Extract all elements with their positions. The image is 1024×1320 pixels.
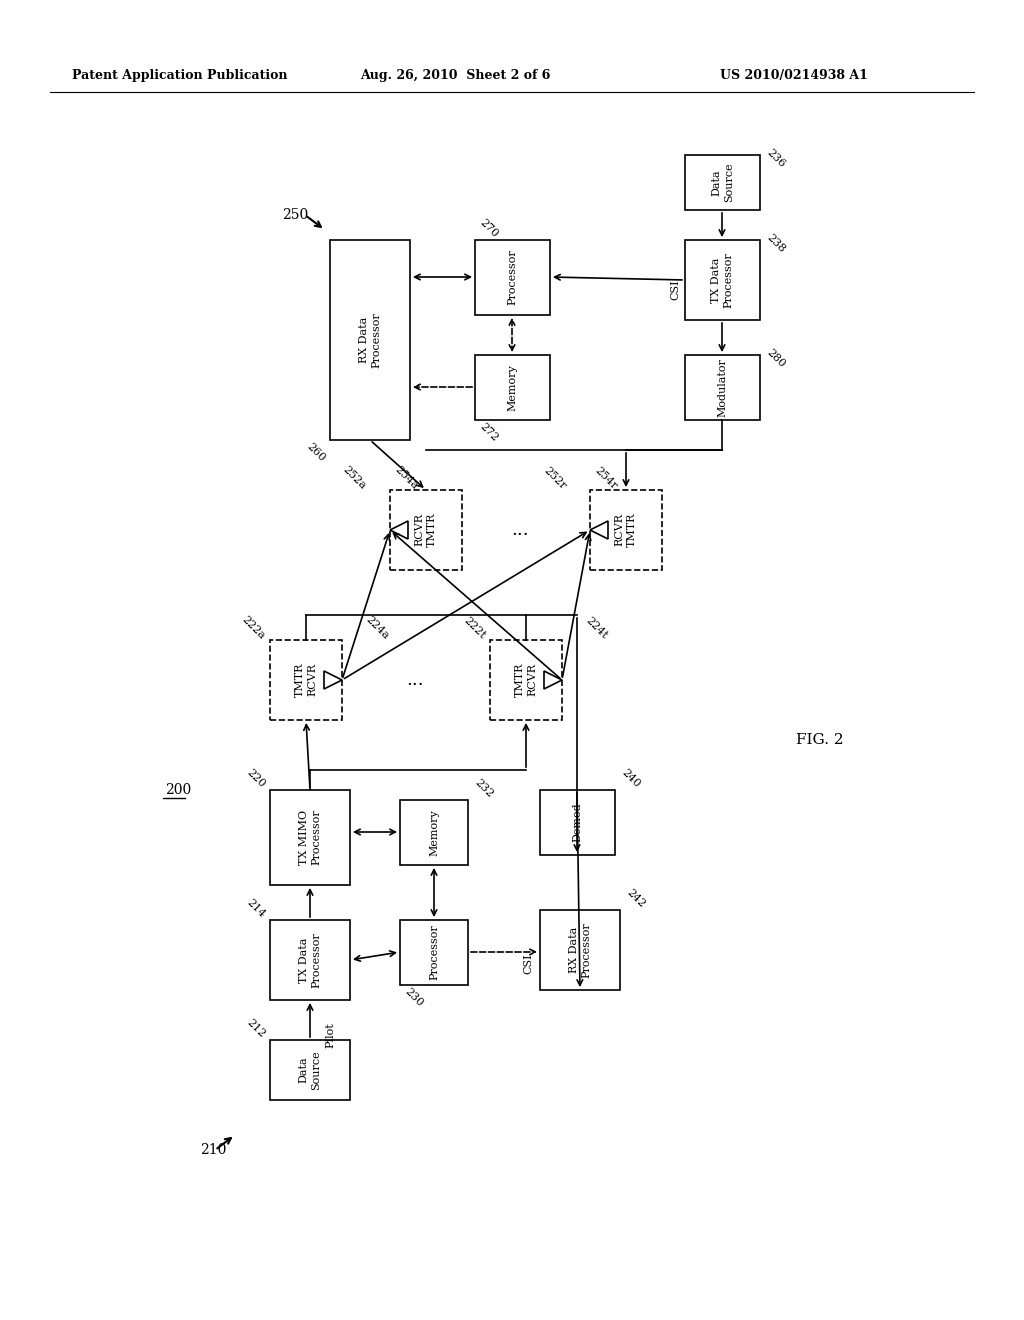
Text: 272: 272 [478, 421, 500, 444]
Text: TX MIMO
Processor: TX MIMO Processor [299, 809, 322, 866]
FancyBboxPatch shape [685, 355, 760, 420]
FancyBboxPatch shape [400, 800, 468, 865]
Text: 252r: 252r [542, 465, 568, 491]
Text: 214: 214 [245, 896, 267, 919]
Polygon shape [390, 521, 408, 539]
Text: Patent Application Publication: Patent Application Publication [72, 69, 288, 82]
FancyBboxPatch shape [685, 154, 760, 210]
Text: 222t: 222t [462, 615, 487, 640]
Text: TMTR
RCVR: TMTR RCVR [515, 663, 538, 697]
Text: 254r: 254r [593, 465, 618, 491]
Text: TMTR
RCVR: TMTR RCVR [295, 663, 317, 697]
Text: 280: 280 [765, 347, 787, 370]
Text: 240: 240 [620, 767, 642, 789]
Text: 236: 236 [765, 147, 787, 169]
Text: 238: 238 [765, 232, 787, 253]
Text: 270: 270 [478, 216, 500, 239]
Text: Processor: Processor [429, 924, 439, 981]
Text: ...: ... [511, 521, 528, 539]
Text: 242: 242 [625, 887, 647, 909]
Text: 232: 232 [473, 777, 496, 799]
Text: 254a: 254a [393, 465, 420, 491]
Text: Memory: Memory [508, 364, 517, 411]
Text: RX Data
Processor: RX Data Processor [568, 923, 591, 978]
Text: TX Data
Processor: TX Data Processor [712, 252, 734, 308]
Polygon shape [590, 521, 608, 539]
Text: RX Data
Processor: RX Data Processor [358, 312, 381, 368]
Text: 200: 200 [165, 783, 191, 797]
FancyBboxPatch shape [590, 490, 662, 570]
Text: TX Data
Processor: TX Data Processor [299, 932, 322, 987]
Text: CSI: CSI [523, 953, 534, 974]
FancyBboxPatch shape [490, 640, 562, 719]
Text: Data
Source: Data Source [712, 162, 734, 202]
FancyBboxPatch shape [475, 240, 550, 315]
FancyBboxPatch shape [270, 640, 342, 719]
FancyBboxPatch shape [475, 355, 550, 420]
Text: 230: 230 [403, 986, 425, 1008]
FancyBboxPatch shape [540, 789, 615, 855]
Text: US 2010/0214938 A1: US 2010/0214938 A1 [720, 69, 868, 82]
FancyBboxPatch shape [390, 490, 462, 570]
Text: 260: 260 [305, 441, 327, 463]
Text: Pilot: Pilot [325, 1022, 335, 1048]
Text: 224a: 224a [364, 615, 391, 642]
Text: 220: 220 [245, 767, 267, 789]
Text: 210: 210 [200, 1143, 226, 1158]
Text: 250: 250 [282, 209, 308, 222]
Text: FIG. 2: FIG. 2 [797, 733, 844, 747]
FancyBboxPatch shape [330, 240, 410, 440]
Text: CSI: CSI [670, 280, 680, 301]
Text: Processor: Processor [508, 249, 517, 305]
Text: Aug. 26, 2010  Sheet 2 of 6: Aug. 26, 2010 Sheet 2 of 6 [360, 69, 550, 82]
Polygon shape [544, 671, 562, 689]
FancyBboxPatch shape [400, 920, 468, 985]
Text: Memory: Memory [429, 809, 439, 855]
FancyBboxPatch shape [270, 789, 350, 884]
FancyBboxPatch shape [270, 920, 350, 1001]
FancyBboxPatch shape [270, 1040, 350, 1100]
Text: RCVR
TMTR: RCVR TMTR [415, 512, 437, 548]
Text: 224t: 224t [584, 615, 609, 640]
FancyBboxPatch shape [540, 909, 620, 990]
Text: 222a: 222a [241, 615, 267, 642]
Text: Data
Source: Data Source [299, 1051, 322, 1090]
Polygon shape [324, 671, 342, 689]
Text: Demod: Demod [572, 803, 583, 842]
Text: ...: ... [407, 671, 424, 689]
Text: 252a: 252a [341, 465, 368, 491]
Text: 212: 212 [245, 1016, 267, 1039]
FancyBboxPatch shape [685, 240, 760, 319]
Text: RCVR
TMTR: RCVR TMTR [614, 512, 637, 548]
Text: Modulator: Modulator [718, 358, 727, 417]
